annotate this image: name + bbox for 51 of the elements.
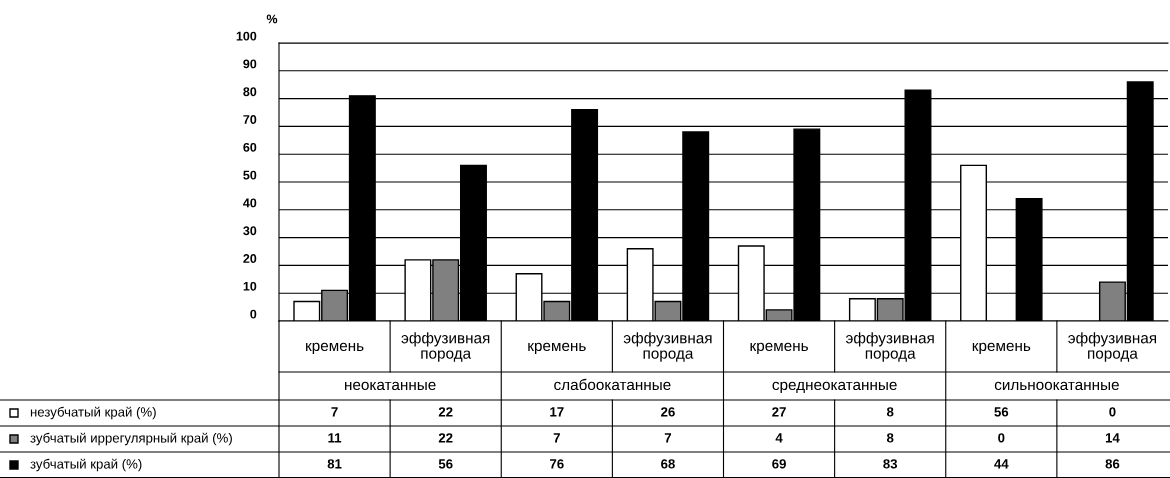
- data-label: 56: [994, 407, 1009, 417]
- text: сильноокатанные: [994, 381, 1119, 391]
- data-label: 8: [886, 433, 894, 443]
- data-label: 44: [994, 459, 1009, 469]
- y-tick-label: 50: [243, 170, 257, 180]
- legend-label: зубчатый край (%): [30, 458, 142, 472]
- y-tick-label: 10: [243, 281, 257, 291]
- x-tick-label: эффузивная порода: [623, 332, 712, 362]
- data-label: 86: [1105, 459, 1120, 469]
- data-label: 69: [772, 459, 786, 469]
- y-tick-label: 70: [243, 115, 257, 124]
- legend-label: незубчатый край (%): [30, 406, 156, 420]
- data-label: 17: [550, 407, 564, 417]
- x-tick-label: эффузивная порода: [1068, 332, 1157, 362]
- x-tick-label: кремень: [528, 342, 586, 355]
- x-tick-label: эффузивная порода: [401, 332, 490, 362]
- data-label: 68: [661, 459, 675, 469]
- data-label: 76: [550, 459, 564, 469]
- y-tick-label: 0: [250, 309, 257, 319]
- data-label: 4: [775, 433, 783, 443]
- y-tick-label: 80: [243, 87, 257, 97]
- data-label: 56: [438, 459, 453, 469]
- x-tick-label: эффузивная порода: [845, 332, 934, 362]
- data-label: 27: [772, 407, 786, 417]
- data-label: 7: [553, 433, 560, 443]
- data-label: 0: [1109, 407, 1116, 417]
- text: неокатанные: [345, 381, 436, 391]
- data-label: 11: [328, 433, 342, 443]
- data-label: 7: [664, 433, 672, 443]
- y-tick-label: 90: [243, 59, 257, 69]
- x-tick-label: кремень: [972, 342, 1031, 355]
- legend-label: зубчатый иррегулярный край (%): [30, 432, 232, 446]
- y-tick-label: 30: [243, 226, 257, 236]
- y-axis-title: %: [266, 14, 278, 24]
- data-label: 26: [661, 407, 675, 417]
- text: слабоокатанные: [554, 378, 671, 391]
- data-label: 81: [327, 459, 342, 469]
- data-label: 83: [883, 459, 898, 469]
- y-tick-label: 20: [243, 254, 257, 263]
- x-tick-label: кремень: [750, 342, 808, 355]
- data-label: 7: [331, 407, 338, 417]
- data-label: 8: [886, 407, 894, 417]
- text: среднеокатанные: [772, 381, 897, 394]
- y-tick-label: 40: [243, 198, 257, 208]
- y-tick-label: 60: [243, 142, 257, 152]
- y-tick-label: 100: [236, 31, 257, 41]
- x-tick-label: кремень: [306, 342, 364, 355]
- data-label: 0: [998, 433, 1005, 443]
- data-label: 22: [438, 407, 453, 417]
- data-label: 22: [438, 433, 453, 443]
- data-label: 14: [1105, 433, 1120, 443]
